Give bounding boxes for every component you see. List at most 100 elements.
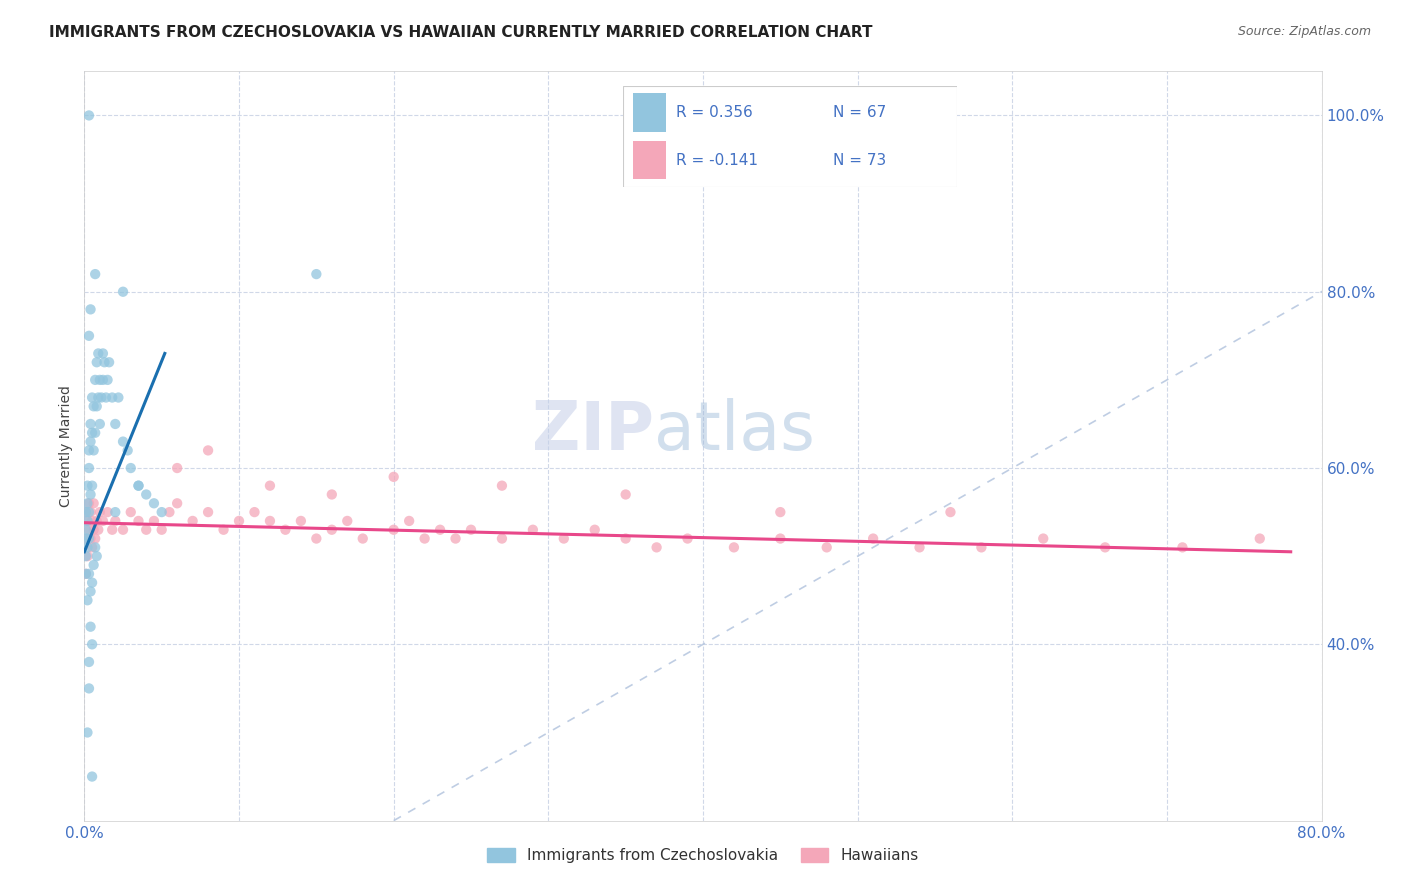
Point: [305, 267, 328, 281]
Point: [107, 391, 129, 405]
Point: [413, 532, 436, 546]
Point: [120, 505, 142, 519]
Point: [79, 620, 101, 634]
Point: [583, 523, 606, 537]
Point: [135, 487, 157, 501]
Point: [117, 443, 139, 458]
Point: [676, 532, 699, 546]
Point: [769, 532, 792, 546]
Point: [76, 496, 98, 510]
Point: [82, 478, 104, 492]
Point: [112, 523, 135, 537]
Point: [645, 541, 668, 555]
Point: [87, 346, 110, 360]
Point: [112, 434, 135, 449]
Point: [769, 505, 792, 519]
Point: [336, 514, 359, 528]
Point: [75, 549, 97, 564]
Point: [96, 505, 118, 519]
Point: [259, 514, 281, 528]
Point: [76, 549, 98, 564]
Point: [77, 566, 100, 581]
Point: [939, 505, 962, 519]
Point: [1171, 541, 1194, 555]
Point: [75, 523, 97, 537]
Point: [77, 655, 100, 669]
Point: [76, 593, 98, 607]
Point: [274, 523, 297, 537]
Point: [75, 505, 97, 519]
Point: [104, 417, 127, 431]
Point: [82, 770, 104, 784]
Point: [143, 496, 166, 510]
Point: [91, 514, 114, 528]
Point: [120, 461, 142, 475]
Text: IMMIGRANTS FROM CZECHOSLOVAKIA VS HAWAIIAN CURRENTLY MARRIED CORRELATION CHART: IMMIGRANTS FROM CZECHOSLOVAKIA VS HAWAII…: [49, 25, 873, 40]
Point: [77, 443, 100, 458]
Point: [491, 478, 513, 492]
Point: [87, 391, 110, 405]
Point: [84, 373, 107, 387]
Point: [127, 478, 149, 492]
Point: [90, 391, 112, 405]
Point: [382, 523, 405, 537]
Point: [83, 523, 105, 537]
Point: [77, 328, 100, 343]
Point: [352, 532, 374, 546]
Point: [398, 514, 420, 528]
Point: [321, 487, 343, 501]
Point: [82, 391, 104, 405]
Point: [82, 514, 104, 528]
Point: [76, 514, 98, 528]
Text: Source: ZipAtlas.com: Source: ZipAtlas.com: [1237, 25, 1371, 38]
Point: [444, 532, 467, 546]
Point: [79, 487, 101, 501]
Point: [89, 373, 111, 387]
Point: [84, 532, 107, 546]
Text: ZIP: ZIP: [531, 398, 654, 464]
Legend: Immigrants from Czechoslovakia, Hawaiians: Immigrants from Czechoslovakia, Hawaiian…: [481, 841, 925, 869]
Point: [86, 355, 108, 369]
Point: [228, 514, 250, 528]
Point: [75, 532, 97, 546]
Point: [94, 391, 117, 405]
Point: [79, 584, 101, 599]
Point: [166, 461, 188, 475]
Point: [79, 505, 101, 519]
Point: [553, 532, 575, 546]
Point: [382, 470, 405, 484]
Point: [86, 514, 108, 528]
Point: [84, 425, 107, 440]
Point: [614, 532, 637, 546]
Point: [77, 532, 100, 546]
Point: [197, 505, 219, 519]
Point: [77, 505, 100, 519]
Y-axis label: Currently Married: Currently Married: [59, 385, 73, 507]
Point: [77, 108, 100, 122]
Point: [127, 478, 149, 492]
Text: atlas: atlas: [654, 398, 814, 464]
Point: [460, 523, 482, 537]
Point: [1032, 532, 1054, 546]
Point: [75, 566, 97, 581]
Point: [321, 523, 343, 537]
Point: [150, 505, 173, 519]
Point: [197, 443, 219, 458]
Point: [290, 514, 312, 528]
Point: [212, 523, 235, 537]
Point: [83, 400, 105, 414]
Point: [491, 532, 513, 546]
Point: [83, 496, 105, 510]
Point: [82, 637, 104, 651]
Point: [89, 505, 111, 519]
Point: [305, 532, 328, 546]
Point: [135, 523, 157, 537]
Point: [77, 461, 100, 475]
Point: [127, 514, 149, 528]
Point: [75, 566, 97, 581]
Point: [181, 514, 204, 528]
Point: [77, 496, 100, 510]
Point: [82, 541, 104, 555]
Point: [77, 681, 100, 696]
Point: [522, 523, 544, 537]
